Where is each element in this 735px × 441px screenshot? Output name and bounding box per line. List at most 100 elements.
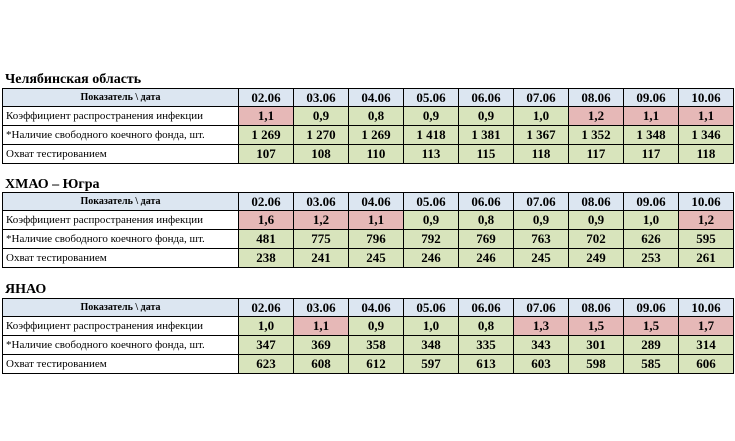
date-header: 10.06	[678, 88, 734, 107]
value-cell: 358	[348, 335, 404, 355]
value-cell: 108	[293, 144, 349, 164]
row-label: Охват тестированием	[2, 248, 239, 268]
value-cell: 0,8	[458, 210, 514, 230]
region-title-yanao: ЯНАО	[5, 282, 47, 297]
table-yanao: Показатель \ дата 02.06 03.06 04.06 05.06 06.…	[2, 298, 734, 374]
header-row: Показатель \ дата 02.06 03.06 04.06 05.06 06.…	[2, 298, 734, 317]
date-header: 05.06	[403, 298, 459, 317]
value-cell: 117	[623, 144, 679, 164]
value-cell: 0,9	[348, 316, 404, 336]
testing-row: Охват тестированием 238 241 245 246 246 245 249…	[2, 248, 734, 268]
value-cell: 118	[513, 144, 569, 164]
beds-row: *Наличие свободного коечного фонда, шт. 1…	[2, 125, 734, 145]
value-cell: 245	[513, 248, 569, 268]
value-cell: 238	[238, 248, 294, 268]
value-cell: 796	[348, 229, 404, 249]
value-cell: 115	[458, 144, 514, 164]
date-header: 06.06	[458, 88, 514, 107]
value-cell: 0,9	[403, 106, 459, 126]
date-header: 02.06	[238, 192, 294, 211]
value-cell: 1,1	[238, 106, 294, 126]
row-label: Охват тестированием	[2, 354, 239, 374]
header-label: Показатель \ дата	[2, 298, 239, 317]
value-cell: 301	[568, 335, 624, 355]
header-row: Показатель \ дата 02.06 03.06 04.06 05.06 06.…	[2, 192, 734, 211]
date-header: 06.06	[458, 192, 514, 211]
date-header: 08.06	[568, 192, 624, 211]
value-cell: 261	[678, 248, 734, 268]
value-cell: 343	[513, 335, 569, 355]
value-cell: 775	[293, 229, 349, 249]
date-header: 08.06	[568, 298, 624, 317]
header-label: Показатель \ дата	[2, 88, 239, 107]
value-cell: 597	[403, 354, 459, 374]
region-title-khmao: ХМАО – Югра	[5, 177, 100, 192]
value-cell: 763	[513, 229, 569, 249]
value-cell: 606	[678, 354, 734, 374]
value-cell: 1,1	[623, 106, 679, 126]
value-cell: 1,5	[568, 316, 624, 336]
row-label: Коэффициент распространения инфекции	[2, 106, 239, 126]
value-cell: 369	[293, 335, 349, 355]
value-cell: 348	[403, 335, 459, 355]
value-cell: 0,8	[348, 106, 404, 126]
value-cell: 603	[513, 354, 569, 374]
value-cell: 107	[238, 144, 294, 164]
value-cell: 347	[238, 335, 294, 355]
date-header: 04.06	[348, 88, 404, 107]
value-cell: 1,3	[513, 316, 569, 336]
value-cell: 245	[348, 248, 404, 268]
value-cell: 1 367	[513, 125, 569, 145]
date-header: 07.06	[513, 88, 569, 107]
value-cell: 241	[293, 248, 349, 268]
value-cell: 1,5	[623, 316, 679, 336]
value-cell: 769	[458, 229, 514, 249]
date-header: 05.06	[403, 88, 459, 107]
value-cell: 1,2	[293, 210, 349, 230]
value-cell: 289	[623, 335, 679, 355]
value-cell: 246	[458, 248, 514, 268]
value-cell: 608	[293, 354, 349, 374]
date-header: 09.06	[623, 298, 679, 317]
beds-row: *Наличие свободного коечного фонда, шт. 3…	[2, 335, 734, 355]
table-khmao: Показатель \ дата 02.06 03.06 04.06 05.06 06.…	[2, 192, 734, 268]
value-cell: 481	[238, 229, 294, 249]
value-cell: 1 269	[238, 125, 294, 145]
date-header: 08.06	[568, 88, 624, 107]
date-header: 03.06	[293, 88, 349, 107]
date-header: 10.06	[678, 192, 734, 211]
testing-row: Охват тестированием 623 608 612 597 613 603 598…	[2, 354, 734, 374]
value-cell: 1,1	[678, 106, 734, 126]
value-cell: 1 381	[458, 125, 514, 145]
value-cell: 253	[623, 248, 679, 268]
value-cell: 702	[568, 229, 624, 249]
value-cell: 249	[568, 248, 624, 268]
value-cell: 613	[458, 354, 514, 374]
value-cell: 1,2	[678, 210, 734, 230]
value-cell: 113	[403, 144, 459, 164]
value-cell: 1,0	[403, 316, 459, 336]
row-label: *Наличие свободного коечного фонда, шт.	[2, 125, 239, 145]
date-header: 02.06	[238, 88, 294, 107]
value-cell: 0,8	[458, 316, 514, 336]
value-cell: 0,9	[513, 210, 569, 230]
value-cell: 0,9	[403, 210, 459, 230]
header-row: Показатель \ дата 02.06 03.06 04.06 05.06 06.…	[2, 88, 734, 107]
date-header: 07.06	[513, 192, 569, 211]
infection-rate-row: Коэффициент распространения инфекции 1,1 0…	[2, 106, 734, 126]
value-cell: 623	[238, 354, 294, 374]
value-cell: 598	[568, 354, 624, 374]
row-label: Коэффициент распространения инфекции	[2, 210, 239, 230]
table-chelyabinsk: Показатель \ дата 02.06 03.06 04.06 05.06 06.…	[2, 88, 734, 164]
row-label: *Наличие свободного коечного фонда, шт.	[2, 229, 239, 249]
value-cell: 1 418	[403, 125, 459, 145]
value-cell: 1 269	[348, 125, 404, 145]
date-header: 02.06	[238, 298, 294, 317]
date-header: 09.06	[623, 192, 679, 211]
value-cell: 335	[458, 335, 514, 355]
value-cell: 1,0	[623, 210, 679, 230]
value-cell: 626	[623, 229, 679, 249]
value-cell: 118	[678, 144, 734, 164]
value-cell: 1,1	[293, 316, 349, 336]
value-cell: 117	[568, 144, 624, 164]
